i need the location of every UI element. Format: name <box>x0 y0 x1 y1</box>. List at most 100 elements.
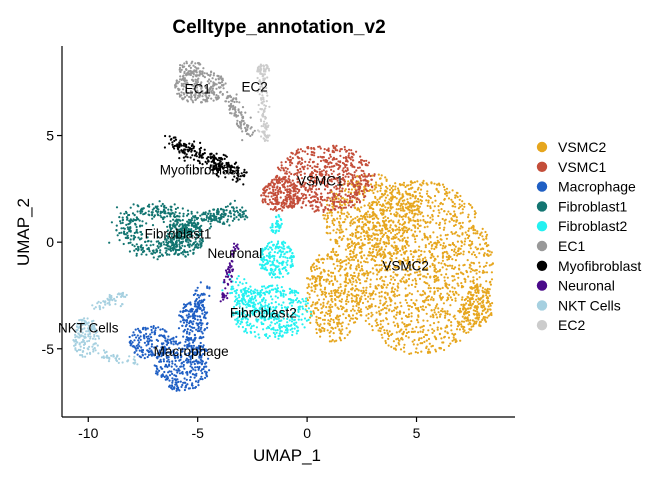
data-point <box>437 214 440 218</box>
data-point <box>333 194 336 197</box>
data-point <box>338 299 341 302</box>
data-point <box>404 299 407 302</box>
data-point <box>419 305 422 309</box>
data-point <box>420 250 423 253</box>
data-point <box>354 279 357 282</box>
data-point <box>456 254 459 257</box>
data-point <box>380 275 383 279</box>
data-point <box>361 273 364 276</box>
data-point <box>402 346 405 349</box>
data-point <box>348 152 351 155</box>
data-point <box>177 239 181 242</box>
data-point <box>365 314 368 317</box>
data-point <box>334 298 337 302</box>
data-point <box>202 367 205 371</box>
data-point <box>203 306 206 309</box>
data-point <box>482 304 485 307</box>
data-point <box>325 306 328 309</box>
data-point <box>302 185 306 188</box>
data-point <box>375 183 378 186</box>
data-point <box>371 186 374 189</box>
data-point <box>268 335 271 338</box>
data-point <box>334 303 337 306</box>
data-point <box>330 250 333 254</box>
data-point <box>196 366 199 369</box>
data-point <box>441 266 444 269</box>
data-point <box>348 331 351 334</box>
data-point <box>166 351 169 354</box>
data-point <box>315 315 318 318</box>
data-point <box>150 252 153 255</box>
data-point <box>320 195 324 198</box>
data-point <box>289 161 292 164</box>
data-point <box>318 282 322 285</box>
data-point <box>428 250 431 253</box>
data-point <box>368 207 371 210</box>
data-point <box>415 271 419 274</box>
data-point <box>363 175 366 178</box>
data-point <box>472 251 475 254</box>
data-point <box>274 206 277 209</box>
data-point <box>329 320 332 323</box>
data-point <box>193 360 196 363</box>
data-point <box>310 153 313 156</box>
data-point <box>195 374 198 377</box>
data-point <box>181 324 184 327</box>
data-point <box>338 214 342 218</box>
data-point <box>361 159 364 162</box>
data-point <box>205 365 208 368</box>
data-point <box>178 212 181 215</box>
data-point <box>141 251 144 254</box>
data-point <box>454 317 457 320</box>
data-point <box>411 212 414 215</box>
data-point <box>363 196 366 199</box>
data-point <box>390 278 393 281</box>
data-point <box>470 240 474 243</box>
data-point <box>199 348 202 352</box>
data-point <box>478 265 481 268</box>
data-point <box>172 241 175 245</box>
data-point <box>414 220 417 223</box>
data-point <box>397 282 400 285</box>
data-point <box>387 201 390 204</box>
data-point <box>469 300 472 303</box>
data-point <box>182 335 185 338</box>
data-point <box>407 221 410 224</box>
data-point <box>366 271 369 274</box>
data-point <box>304 204 308 207</box>
data-point <box>378 291 381 294</box>
data-point <box>201 372 204 375</box>
data-point <box>184 305 188 308</box>
data-point <box>404 190 407 193</box>
data-point <box>462 307 465 310</box>
data-point <box>174 340 178 343</box>
data-point <box>323 188 327 191</box>
data-point <box>193 353 196 356</box>
data-point <box>353 174 356 177</box>
data-point <box>315 173 318 176</box>
data-point <box>444 312 447 315</box>
data-point <box>356 215 359 218</box>
data-point <box>399 311 402 314</box>
data-point <box>330 297 333 301</box>
data-point <box>165 355 168 358</box>
data-point <box>168 351 171 354</box>
data-point <box>356 302 359 305</box>
data-point <box>277 337 280 340</box>
data-point <box>380 248 383 251</box>
data-point <box>331 271 335 274</box>
data-point <box>140 237 143 240</box>
data-point <box>175 381 178 384</box>
data-point <box>378 264 381 267</box>
data-point <box>321 177 324 180</box>
data-point <box>402 181 406 184</box>
data-point <box>376 190 379 193</box>
data-point <box>291 330 294 333</box>
data-point <box>447 257 451 261</box>
data-point <box>321 261 325 264</box>
data-point <box>196 211 199 214</box>
data-point <box>403 343 406 346</box>
data-point <box>346 168 349 172</box>
data-point <box>441 259 444 262</box>
data-point <box>198 228 201 231</box>
